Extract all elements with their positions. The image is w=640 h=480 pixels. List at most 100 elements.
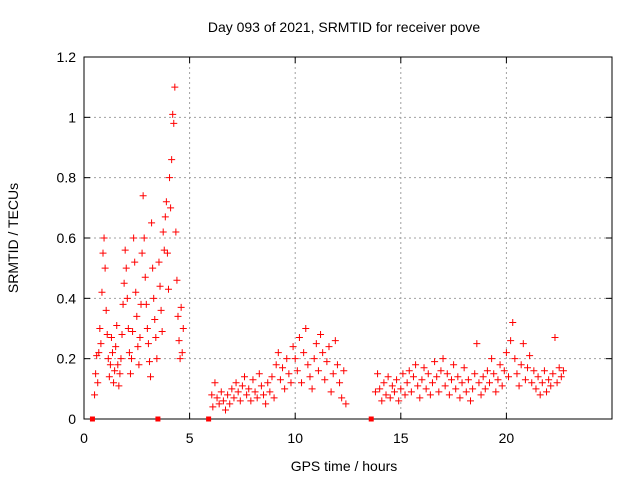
data-point	[143, 325, 151, 332]
data-point	[161, 213, 169, 221]
zero-marker	[206, 416, 212, 422]
data-point	[104, 355, 112, 363]
data-point	[441, 382, 449, 390]
data-point	[333, 361, 341, 369]
data-point	[374, 370, 382, 378]
data-point	[338, 394, 346, 402]
data-point	[418, 376, 426, 384]
data-point	[270, 394, 278, 402]
y-tick-label: 0	[68, 411, 76, 427]
data-point	[300, 349, 308, 357]
data-point	[213, 394, 221, 402]
data-point	[135, 361, 143, 369]
data-point	[215, 400, 223, 408]
data-point	[386, 394, 394, 402]
data-point	[458, 379, 466, 387]
data-point	[107, 334, 115, 342]
data-point	[496, 361, 504, 369]
data-point	[162, 198, 170, 206]
data-point	[530, 367, 538, 375]
x-axis-label: GPS time / hours	[291, 458, 398, 474]
data-point	[399, 370, 407, 378]
data-point	[123, 294, 131, 302]
data-point	[515, 382, 523, 390]
data-point	[268, 373, 276, 381]
data-point	[126, 370, 134, 378]
data-point	[211, 379, 219, 387]
data-point	[323, 358, 331, 366]
data-point	[405, 367, 413, 375]
data-point	[168, 156, 176, 164]
data-point	[219, 397, 227, 405]
data-point	[422, 385, 430, 393]
data-point	[517, 361, 525, 369]
data-point	[238, 382, 246, 390]
data-point	[321, 376, 329, 384]
data-point	[272, 361, 280, 369]
y-tick-label: 1	[68, 109, 76, 125]
data-point	[118, 331, 126, 339]
data-point	[226, 400, 234, 408]
data-point	[208, 391, 216, 399]
data-point	[266, 388, 274, 396]
data-point	[140, 234, 148, 242]
data-point	[166, 174, 174, 182]
data-point	[390, 388, 398, 396]
data-point	[486, 379, 494, 387]
data-point	[549, 370, 557, 378]
data-point	[120, 279, 128, 287]
data-point	[151, 315, 159, 323]
data-point	[110, 379, 118, 387]
data-point	[384, 373, 392, 381]
x-tick-label: 15	[393, 430, 409, 446]
data-point	[167, 204, 175, 212]
data-point	[217, 388, 225, 396]
data-point	[547, 382, 555, 390]
data-point	[249, 376, 257, 384]
data-point	[314, 367, 322, 375]
data-point	[538, 379, 546, 387]
data-point	[285, 370, 293, 378]
data-point	[287, 379, 295, 387]
data-point	[397, 385, 405, 393]
data-point	[150, 294, 158, 302]
data-point	[469, 385, 477, 393]
data-point	[153, 355, 161, 363]
data-point	[447, 376, 455, 384]
data-point	[507, 337, 515, 345]
data-point	[264, 379, 272, 387]
data-point	[519, 340, 527, 348]
data-point	[327, 388, 335, 396]
x-tick-label: 0	[80, 430, 88, 446]
data-point	[228, 385, 236, 393]
data-point	[101, 264, 109, 272]
data-point	[308, 385, 316, 393]
data-point	[144, 340, 152, 348]
data-point	[431, 358, 439, 366]
plot-frame	[83, 56, 613, 420]
data-point	[557, 373, 565, 381]
data-point	[176, 355, 184, 363]
data-point	[439, 355, 447, 363]
data-point	[179, 325, 187, 332]
data-point	[378, 397, 386, 405]
data-point	[488, 355, 496, 363]
zero-markers	[89, 416, 374, 422]
data-point	[224, 391, 232, 399]
data-point	[132, 288, 140, 296]
data-point	[553, 379, 561, 387]
data-point	[156, 282, 164, 290]
data-point	[175, 337, 183, 345]
data-point	[534, 373, 542, 381]
data-point	[247, 397, 255, 405]
data-point	[464, 376, 472, 384]
data-point	[245, 385, 253, 393]
data-point	[145, 358, 153, 366]
data-point	[234, 388, 242, 396]
data-point	[376, 385, 384, 393]
data-point	[494, 376, 502, 384]
data-point	[428, 379, 436, 387]
data-point	[289, 343, 297, 351]
data-point	[255, 370, 263, 378]
